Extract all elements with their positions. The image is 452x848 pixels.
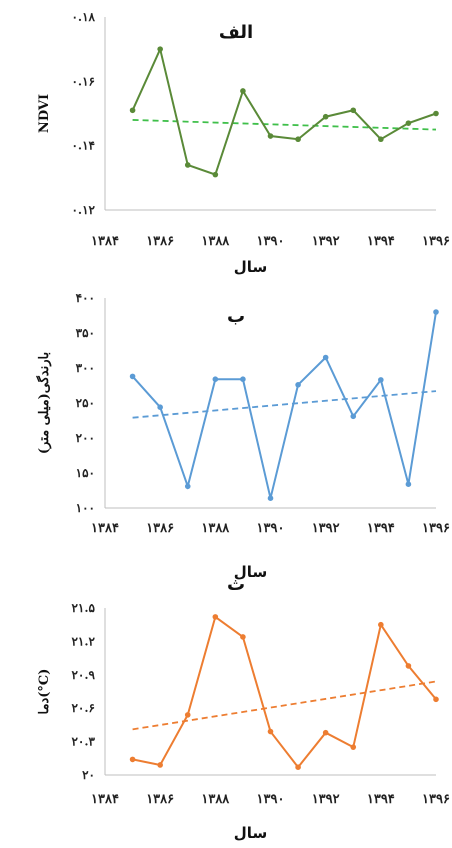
chart2-x-tick-label: ۱۳۸۴ xyxy=(91,521,119,536)
chart3-data-point xyxy=(212,614,219,620)
chart1-x-tick-label: ۱۳۹۴ xyxy=(367,234,395,249)
chart2-y-tick-label: ۲۰۰ xyxy=(76,431,95,445)
chart2-x-tick-label: ۱۳۹۲ xyxy=(312,521,340,536)
chart1-data-point xyxy=(350,107,357,114)
chart1-y-tick-label: ۰.۱۸ xyxy=(71,10,95,24)
chart2-title: ب xyxy=(227,306,245,327)
chart3-data-point xyxy=(295,764,301,771)
chart1-x-axis-label: سال xyxy=(234,258,267,276)
chart1-y-tick-label: ۰.۱۶ xyxy=(71,74,95,88)
chart1-y-axis-label: NDVI xyxy=(37,94,52,133)
chart2-x-tick-label: ۱۳۸۸ xyxy=(201,521,230,536)
chart1-x-tick-label: ۱۳۸۶ xyxy=(146,234,174,249)
chart3-x-tick-label: ۱۳۹۰ xyxy=(257,792,285,807)
chart1-data-point xyxy=(184,162,191,168)
chart2-data-point xyxy=(322,354,329,361)
chart3-trend-line xyxy=(132,680,437,731)
chart1-x-tick-label: ۱۳۸۸ xyxy=(201,234,230,249)
chart3-series-line xyxy=(132,615,437,769)
chart2-data-point xyxy=(405,481,412,488)
chart3-y-tick-label: ۲۰.۳ xyxy=(71,735,95,749)
chart2-series-line xyxy=(131,311,437,499)
chart1-data-point xyxy=(378,136,384,143)
chart2-data-point xyxy=(212,376,219,383)
chart3-title: ث xyxy=(227,574,245,595)
chart3-y-tick-label: ۲۰.۶ xyxy=(71,701,95,715)
chart1-x-tick-label: ۱۳۸۴ xyxy=(91,234,119,249)
chart1-data-point xyxy=(267,133,274,139)
chart1-y-tick-label: ۰.۱۲ xyxy=(71,203,95,217)
chart3-x-tick-label: ۱۳۹۴ xyxy=(367,792,395,807)
chart1-data-point xyxy=(295,136,301,143)
chart3-y-tick-label: ۲۰.۹ xyxy=(71,668,95,682)
chart1-data-point xyxy=(322,113,329,120)
chart3-x-axis-label: سال xyxy=(234,824,267,842)
chart1-data-point xyxy=(157,46,163,52)
chart2-data-point xyxy=(350,413,357,420)
chart1-data-point xyxy=(433,110,439,117)
chart3-data-point xyxy=(267,728,274,735)
chart2-y-tick-label: ۴۰۰ xyxy=(76,291,95,305)
chart1-trend-line xyxy=(132,119,437,131)
chart3-x-tick-label: ۱۳۸۴ xyxy=(91,792,119,807)
chart2-y-tick-label: ۱۰۰ xyxy=(76,501,95,515)
chart2-data-point xyxy=(378,377,384,383)
chart2-y-tick-label: ۲۵۰ xyxy=(76,396,95,410)
chart3-data-point xyxy=(378,621,384,628)
chart3-data-point xyxy=(184,712,191,718)
chart3-data-point xyxy=(129,756,136,763)
chart2-x-tick-label: ۱۳۹۶ xyxy=(422,521,450,536)
chart1-series-line xyxy=(131,46,437,176)
chart2-data-point xyxy=(240,376,246,383)
chart2-y-tick-label: ۳۰۰ xyxy=(76,361,95,375)
chart3-x-tick-label: ۱۳۸۸ xyxy=(201,792,230,807)
chart3-data-point xyxy=(157,762,163,768)
chart3-data-point xyxy=(405,663,412,669)
chart2-y-tick-label: ۱۵۰ xyxy=(76,466,95,480)
chart3-data-point xyxy=(240,634,246,640)
chart2-data-point xyxy=(295,382,301,388)
chart2-data-point xyxy=(184,483,191,490)
chart2-data-point xyxy=(129,373,136,380)
chart3-y-tick-label: ۲۰ xyxy=(82,768,95,782)
chart1-data-point xyxy=(212,171,219,178)
chart2-y-axis-label: بارندگی(میلی متر) xyxy=(35,352,52,454)
chart2-x-tick-label: ۱۳۸۶ xyxy=(146,521,174,536)
chart1-title: الف xyxy=(219,22,253,43)
chart1-data-point xyxy=(129,107,136,114)
chart1-x-tick-label: ۱۳۹۲ xyxy=(312,234,340,249)
chart2-data-point xyxy=(267,495,274,502)
chart1-x-tick-label: ۱۳۹۶ xyxy=(422,234,450,249)
chart3-x-tick-label: ۱۳۹۶ xyxy=(422,792,450,807)
chart3-data-point xyxy=(322,729,329,736)
chart2-data-point xyxy=(157,404,163,411)
chart1-data-point xyxy=(405,120,412,126)
chart2-y-tick-label: ۳۵۰ xyxy=(76,326,95,340)
chart1-data-point xyxy=(240,88,246,94)
chart3-y-axis-label: دما(°C) xyxy=(37,669,52,715)
chart2-x-tick-label: ۱۳۹۰ xyxy=(257,521,285,536)
chart1-y-tick-label: ۰.۱۴ xyxy=(71,139,95,153)
chart3-y-tick-label: ۲۱.۵ xyxy=(71,601,95,615)
chart3-data-point xyxy=(433,696,439,703)
chart3-y-tick-label: ۲۱.۲ xyxy=(71,634,95,648)
chart3-x-tick-label: ۱۳۸۶ xyxy=(146,792,174,807)
chart2-x-axis-label: سال xyxy=(234,563,267,581)
chart2-data-point xyxy=(433,309,439,315)
chart2-x-tick-label: ۱۳۹۴ xyxy=(367,521,395,536)
chart1-x-tick-label: ۱۳۹۰ xyxy=(257,234,285,249)
chart3-data-point xyxy=(350,744,357,750)
chart3-x-tick-label: ۱۳۹۲ xyxy=(312,792,340,807)
